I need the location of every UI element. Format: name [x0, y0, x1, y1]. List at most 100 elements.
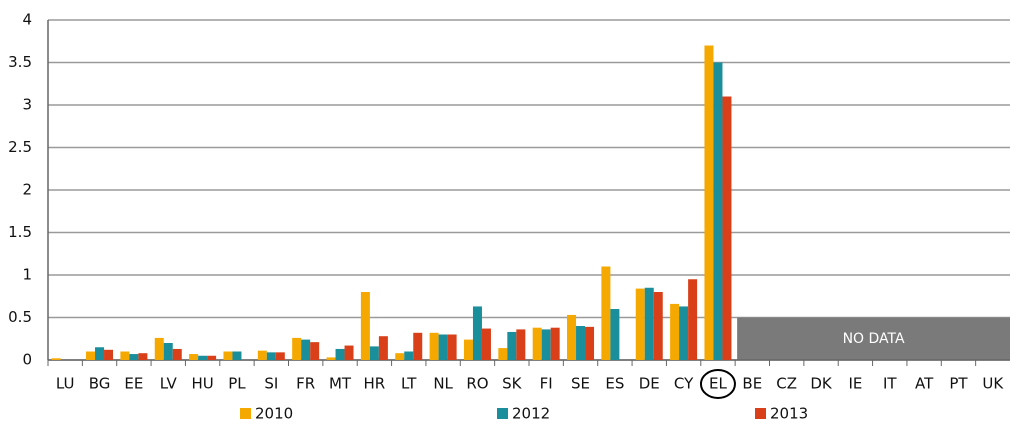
bar: [275, 352, 285, 360]
bar: [369, 346, 379, 360]
bar: [266, 352, 276, 360]
bar: [198, 355, 208, 360]
x-tick-label: DE: [639, 375, 660, 393]
bar: [722, 96, 732, 360]
y-tick-label: 0.5: [8, 308, 32, 326]
legend-swatch: [755, 408, 766, 419]
x-tick-label: LT: [401, 375, 417, 393]
bar: [292, 337, 302, 360]
bar: [344, 345, 354, 360]
x-tick-label: SI: [264, 375, 278, 393]
y-tick-label: 2.5: [8, 138, 32, 156]
bar: [335, 348, 345, 360]
bar: [257, 350, 267, 360]
bar: [86, 351, 96, 360]
x-tick-label: BG: [89, 375, 111, 393]
bar: [223, 351, 233, 360]
bar: [585, 326, 595, 360]
bar: [498, 348, 508, 360]
x-tick-label: FR: [296, 375, 315, 393]
bar: [51, 358, 61, 360]
bar: [713, 62, 723, 360]
bar: [172, 348, 182, 360]
legend-label: 2013: [770, 405, 808, 423]
x-tick-label: CZ: [776, 375, 797, 393]
x-tick-label: SE: [571, 375, 590, 393]
no-data-box: [737, 317, 1010, 360]
y-tick-label: 1.5: [8, 223, 32, 241]
bar: [129, 354, 139, 360]
x-tick-label: ES: [605, 375, 624, 393]
bar: [507, 331, 517, 360]
bar: [378, 336, 388, 360]
x-tick-label: UK: [982, 375, 1004, 393]
highlight-circle: [699, 369, 736, 399]
no-data-label: NO DATA: [843, 331, 905, 347]
bar: [688, 279, 698, 360]
bar: [404, 351, 414, 360]
x-tick-label: LU: [56, 375, 75, 393]
bar: [395, 353, 405, 360]
bar: [301, 339, 311, 360]
x-tick-label: LV: [160, 375, 178, 393]
x-tick-label: IT: [883, 375, 897, 393]
bar: [438, 334, 448, 360]
bar: [463, 339, 473, 360]
x-tick-label: DK: [810, 375, 833, 393]
bar: [610, 309, 620, 360]
bar: [567, 314, 577, 360]
y-tick-label: 1: [22, 266, 32, 284]
y-tick-label: 3.5: [8, 53, 32, 71]
bar: [207, 355, 217, 360]
legend-swatch: [497, 408, 508, 419]
bar: [481, 328, 491, 360]
legend-label: 2010: [255, 405, 293, 423]
x-tick-label: CY: [674, 375, 694, 393]
bar: [601, 266, 611, 360]
x-tick-label: HU: [191, 375, 213, 393]
y-tick-label: 0: [22, 351, 32, 369]
x-tick-label: RO: [466, 375, 488, 393]
bar: [95, 347, 105, 360]
bar: [670, 303, 680, 360]
x-tick-label: AT: [915, 375, 934, 393]
x-tick-label: FI: [540, 375, 553, 393]
bar: [516, 329, 526, 360]
x-tick-label: BE: [742, 375, 762, 393]
bar: [104, 349, 114, 360]
legend-swatch: [240, 408, 251, 419]
bar: [429, 332, 439, 360]
bar: [189, 354, 199, 360]
x-tick-label: SK: [502, 375, 523, 393]
x-tick-label: EL: [709, 375, 727, 393]
y-tick-label: 4: [22, 11, 32, 29]
x-tick-label: HR: [364, 375, 386, 393]
bar: [541, 329, 551, 360]
y-tick-label: 2: [22, 181, 32, 199]
x-tick-label: EE: [124, 375, 143, 393]
bar: [154, 337, 164, 360]
bar: [413, 332, 423, 360]
bar: [447, 334, 457, 360]
bar: [704, 45, 714, 360]
bar: [310, 342, 320, 360]
bar: [163, 343, 173, 360]
x-tick-label: IE: [848, 375, 862, 393]
bar: [653, 292, 663, 360]
bar: [120, 351, 130, 360]
x-tick-label: NL: [433, 375, 453, 393]
x-tick-label: PL: [228, 375, 246, 393]
bar: [232, 351, 242, 360]
x-tick-label: MT: [329, 375, 352, 393]
y-tick-label: 3: [22, 96, 32, 114]
bar: [360, 292, 370, 360]
x-tick-label: PT: [949, 375, 968, 393]
bar: [550, 327, 560, 360]
bar: [326, 357, 336, 360]
bar: [532, 327, 542, 360]
bar: [635, 288, 645, 360]
bar: [679, 306, 689, 360]
legend-label: 2012: [512, 405, 550, 423]
bar: [138, 353, 148, 360]
